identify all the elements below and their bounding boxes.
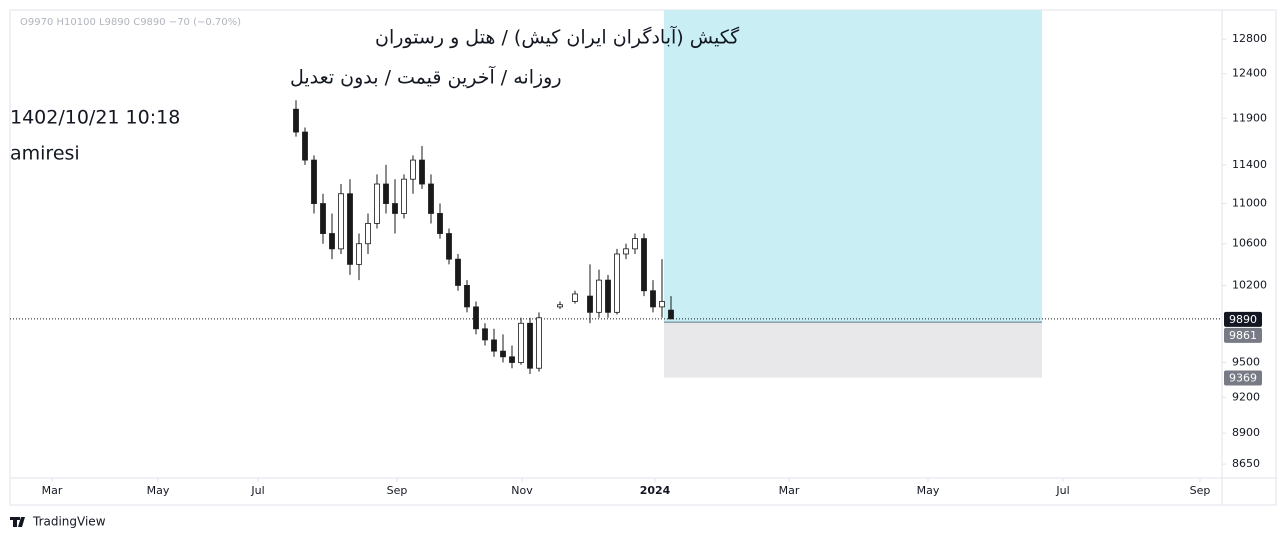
plot xyxy=(10,10,1222,378)
profit-zone xyxy=(664,10,1042,323)
candle-body xyxy=(356,243,362,265)
candle-body xyxy=(455,258,461,286)
candle-body xyxy=(338,193,344,250)
x-tick-label: May xyxy=(917,484,940,497)
candle-body xyxy=(329,233,335,250)
price-label: 9890 xyxy=(1229,313,1257,326)
candle-body xyxy=(482,328,488,341)
candle-body xyxy=(473,306,479,330)
candle-body xyxy=(623,248,629,255)
price-label: 9861 xyxy=(1229,329,1257,342)
x-tick-label: Jul xyxy=(1055,484,1069,497)
candle-body xyxy=(605,279,611,313)
candle-body xyxy=(587,295,593,313)
candle-body xyxy=(383,183,389,204)
subtitle: روزانه / آخرین قیمت / بدون تعدیل xyxy=(290,65,562,89)
x-tick-label: May xyxy=(147,484,170,497)
candle-body xyxy=(557,304,563,308)
candle-body xyxy=(401,178,407,214)
candle-body xyxy=(518,322,524,363)
y-tick-label: 12800 xyxy=(1232,32,1267,45)
candle-body xyxy=(641,238,647,292)
y-tick-label: 11400 xyxy=(1232,158,1267,171)
y-tick-label: 11000 xyxy=(1232,197,1267,210)
y-tick-label: 12400 xyxy=(1232,67,1267,80)
loss-zone xyxy=(664,322,1042,378)
logo xyxy=(10,517,25,527)
x-tick-label: Sep xyxy=(387,484,408,497)
x-tick-label: Jul xyxy=(250,484,264,497)
candle-body xyxy=(437,213,443,234)
candle-body xyxy=(410,159,416,180)
y-tick-label: 9200 xyxy=(1232,390,1260,403)
candle-body xyxy=(293,108,299,133)
candle-body xyxy=(509,356,515,363)
title: گکیش (آبادگران ایران کیش) / هتل و رستورا… xyxy=(375,25,740,49)
candle-body xyxy=(320,203,326,234)
candle-body xyxy=(536,317,542,369)
candle-body xyxy=(392,203,398,214)
candle-body xyxy=(596,279,602,313)
timestamp: 1402/10/21 10:18 xyxy=(10,107,180,129)
price-label-box xyxy=(1224,311,1262,327)
y-tick-label: 9500 xyxy=(1232,356,1260,369)
candle-body xyxy=(464,285,470,308)
watermark: TradingView xyxy=(32,515,106,529)
candle-body xyxy=(650,290,656,308)
price-label: 9369 xyxy=(1229,372,1257,385)
y-tick-label: 8900 xyxy=(1232,426,1260,439)
x-tick-label: Mar xyxy=(779,484,800,497)
y-tick-label: 11900 xyxy=(1232,111,1267,124)
price-label-box xyxy=(1224,327,1262,343)
price-label-box xyxy=(1224,370,1262,386)
candle-body xyxy=(347,193,353,265)
candle-body xyxy=(365,223,371,245)
candle-body xyxy=(302,131,308,161)
candle-body xyxy=(374,183,380,224)
author: amiresi xyxy=(10,143,80,165)
candle-body xyxy=(500,350,506,358)
candle-body xyxy=(446,233,452,260)
candle-body xyxy=(491,339,497,352)
x-tick-label: Sep xyxy=(1190,484,1211,497)
x-tick-label: Mar xyxy=(42,484,63,497)
y-tick-label: 10600 xyxy=(1232,237,1267,250)
candle-body xyxy=(419,159,425,185)
candle-body xyxy=(311,159,317,204)
y-tick-label: 10200 xyxy=(1232,278,1267,291)
x-tick-label: 2024 xyxy=(640,484,671,497)
legend-line: O9970 H10100 L9890 C9890 −70 (−0.70%) xyxy=(20,17,241,28)
candle-body xyxy=(632,238,638,250)
candle-body xyxy=(428,183,434,214)
y-tick-label: 8650 xyxy=(1232,457,1260,470)
candle-body xyxy=(668,309,674,320)
candle-body xyxy=(527,322,533,369)
candle-body xyxy=(572,293,578,302)
x-tick-label: Nov xyxy=(511,484,533,497)
candle-body xyxy=(614,253,620,313)
frame xyxy=(9,9,1277,506)
candle-body xyxy=(659,301,665,308)
